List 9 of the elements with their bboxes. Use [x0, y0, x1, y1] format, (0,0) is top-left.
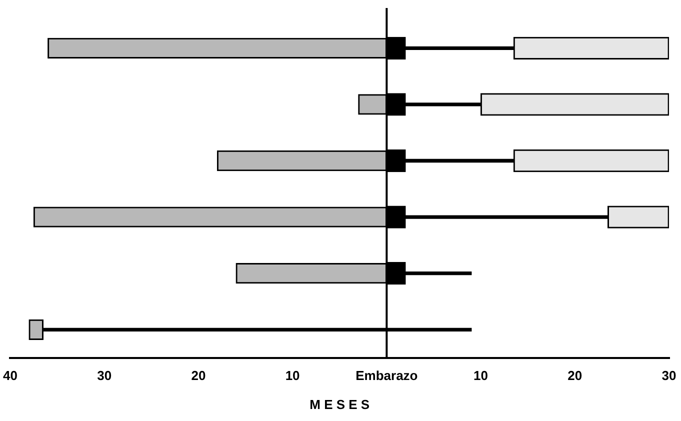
x-tick-label: 20	[568, 368, 582, 384]
x-tick-label: 40	[2, 368, 18, 384]
x-tick-label: 30	[97, 368, 112, 384]
x-axis-title: M E S E S	[310, 396, 370, 412]
x-tick-label: 10	[285, 368, 300, 384]
x-tick-label: 10	[474, 368, 488, 384]
x-tick-label: 20	[191, 368, 206, 384]
x-tick-label: 30	[662, 368, 676, 384]
x-tick-label: Embarazo	[356, 368, 418, 384]
